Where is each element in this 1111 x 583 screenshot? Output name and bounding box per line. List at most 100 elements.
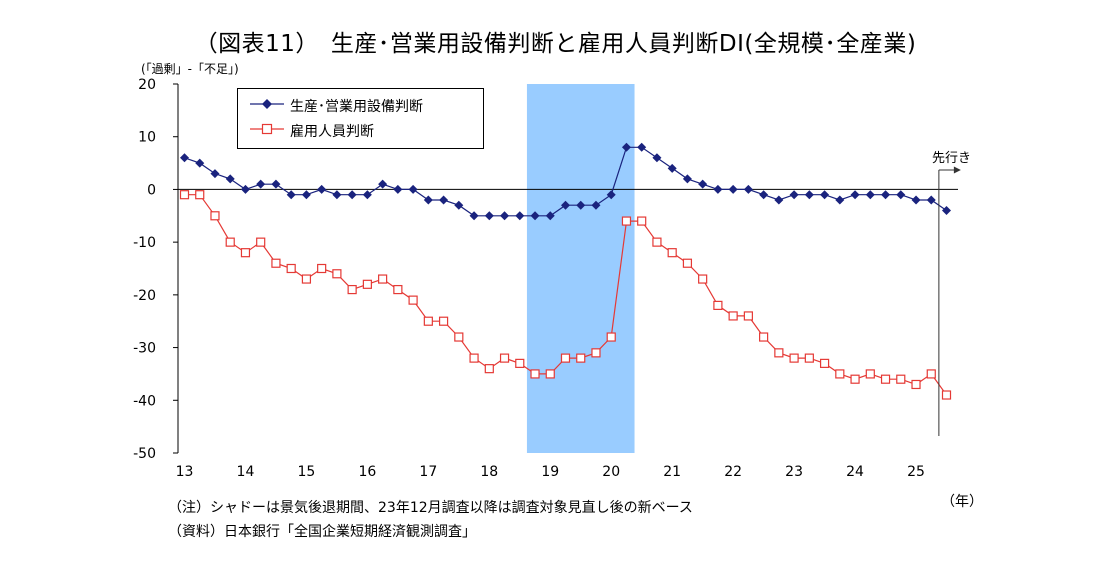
- data-point: [606, 332, 616, 342]
- data-point: [530, 211, 540, 221]
- data-point: [332, 269, 342, 279]
- data-point: [332, 190, 342, 200]
- data-point: [378, 179, 388, 189]
- data-point: [804, 190, 814, 200]
- data-point: [789, 190, 799, 200]
- data-point: [728, 311, 738, 321]
- data-point: [865, 369, 875, 379]
- y-tick-label: -20: [133, 288, 156, 304]
- legend: 生産･営業用設備判断 雇用人員判断: [237, 88, 484, 149]
- data-point: [469, 211, 479, 221]
- x-tick-label: 24: [846, 464, 864, 480]
- diamond-marker-icon: [250, 99, 284, 109]
- x-tick-label: 19: [541, 464, 559, 480]
- data-point: [256, 179, 266, 189]
- data-point: [652, 153, 662, 163]
- data-point: [210, 211, 220, 221]
- x-tick-label: 20: [602, 464, 620, 480]
- chart-title: （図表11） 生産･営業用設備判断と雇用人員判断DI(全規模･全産業): [194, 31, 917, 57]
- data-point: [423, 316, 433, 326]
- y-tick-label: 10: [138, 130, 156, 146]
- series-employment: [179, 190, 952, 400]
- chart-source: （資料）日本銀行「全国企業短期経済観測調査」: [168, 524, 476, 540]
- data-point: [926, 195, 936, 205]
- data-point: [393, 284, 403, 295]
- data-point: [286, 190, 296, 200]
- data-point: [667, 163, 677, 173]
- data-point: [652, 237, 662, 247]
- legend-item-equipment: 生産･営業用設備判断: [238, 95, 483, 115]
- data-point: [682, 258, 693, 268]
- data-point: [454, 332, 464, 342]
- data-point: [941, 390, 952, 400]
- series-layer: [179, 142, 952, 400]
- data-point: [561, 200, 570, 210]
- square-marker-icon: [250, 123, 284, 135]
- data-point: [606, 190, 616, 200]
- data-point: [240, 184, 250, 194]
- data-point: [484, 364, 494, 374]
- data-point: [317, 184, 327, 194]
- data-point: [591, 200, 601, 210]
- data-point: [393, 184, 403, 194]
- chart-note: （注）シャドーは景気後退期間、23年12月調査以降は調査対象見直し後の新ベース: [168, 500, 693, 516]
- data-point: [911, 379, 921, 390]
- data-point: [378, 274, 388, 284]
- x-tick-label: 15: [298, 464, 316, 480]
- data-point: [454, 200, 464, 210]
- data-point: [286, 263, 296, 274]
- x-tick-label: 23: [785, 464, 803, 480]
- series-equipment: [180, 142, 951, 221]
- data-point: [713, 184, 723, 194]
- data-point: [591, 348, 601, 358]
- data-point: [271, 258, 281, 268]
- arrow-right-icon: [953, 166, 961, 174]
- forecast-marker: [938, 166, 961, 436]
- data-point: [713, 300, 723, 310]
- data-point: [545, 369, 555, 379]
- data-point: [408, 184, 418, 194]
- data-point: [865, 190, 875, 200]
- x-tick-label: 17: [419, 464, 437, 480]
- data-point: [835, 369, 845, 379]
- data-point: [621, 216, 632, 226]
- y-tick-label: -30: [133, 341, 156, 357]
- data-point: [179, 190, 190, 200]
- data-point: [469, 353, 479, 363]
- data-point: [850, 374, 860, 384]
- data-point: [804, 353, 814, 363]
- data-point: [819, 358, 830, 368]
- data-point: [880, 374, 891, 384]
- data-point: [347, 284, 357, 295]
- data-point: [195, 190, 205, 200]
- data-point: [682, 174, 692, 184]
- x-tick-label: 22: [724, 464, 742, 480]
- data-point: [835, 195, 845, 205]
- data-point: [545, 211, 555, 221]
- x-axis-unit-label: （年）: [941, 494, 983, 510]
- data-point: [301, 274, 312, 284]
- data-point: [530, 369, 540, 379]
- data-point: [362, 190, 372, 200]
- data-point: [759, 190, 769, 200]
- y-tick-label: 20: [138, 77, 156, 93]
- data-point: [271, 179, 281, 189]
- y-tick-label: -10: [133, 235, 156, 251]
- data-point: [621, 142, 631, 152]
- data-point: [698, 179, 708, 189]
- data-point: [499, 353, 510, 363]
- axis-layer: 20 10 0 -10 -20 -30 -40 -50 13 14 15 16 17 18 19 20 21 22…: [133, 77, 958, 480]
- legend-item-employment: 雇用人員判断: [238, 120, 483, 140]
- data-point: [728, 184, 738, 194]
- data-point: [743, 184, 753, 194]
- data-point: [576, 353, 586, 363]
- recession-shade: [526, 84, 635, 453]
- data-point: [774, 195, 784, 205]
- x-tick-label: 16: [358, 464, 376, 480]
- data-point: [500, 211, 510, 221]
- data-point: [423, 195, 433, 205]
- data-point: [637, 216, 647, 226]
- data-point: [911, 195, 921, 205]
- legend-label-employment: 雇用人員判断: [290, 124, 374, 140]
